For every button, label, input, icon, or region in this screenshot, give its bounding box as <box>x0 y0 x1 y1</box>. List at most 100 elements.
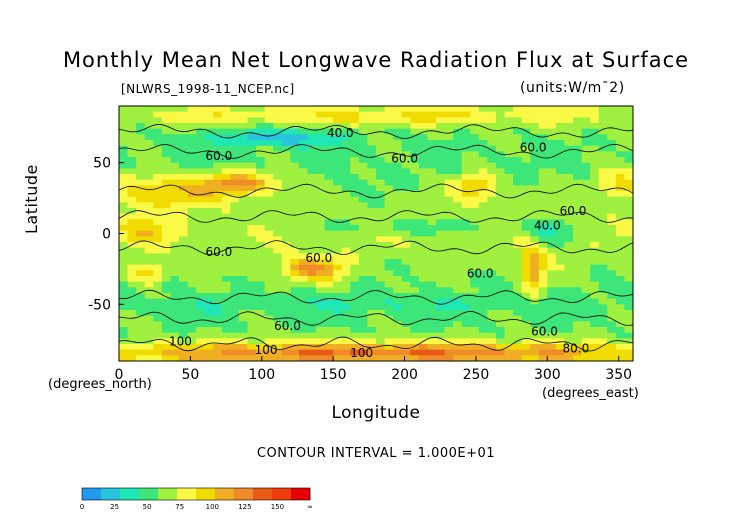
field-cell <box>401 106 411 113</box>
field-cell <box>316 219 325 226</box>
field-cell <box>350 191 360 198</box>
field-cell <box>281 321 291 328</box>
field-cell <box>478 321 488 328</box>
field-cell <box>444 168 454 175</box>
field-cell <box>555 208 565 215</box>
field-cell <box>393 162 403 169</box>
field-cell <box>495 270 505 277</box>
field-cell <box>170 321 180 328</box>
field-cell <box>470 213 480 220</box>
field-cell <box>144 157 154 164</box>
field-cell <box>333 179 343 186</box>
field-cell <box>221 202 231 209</box>
field-cell <box>204 281 214 288</box>
field-cell <box>290 106 300 113</box>
field-cell <box>273 344 283 351</box>
field-cell <box>393 293 403 300</box>
field-cell <box>418 168 428 175</box>
field-cell <box>290 338 300 345</box>
field-cell <box>624 191 634 198</box>
field-cell <box>487 344 497 351</box>
field-cell <box>393 276 403 283</box>
field-cell <box>264 270 274 277</box>
field-cell <box>281 140 291 147</box>
field-cell <box>144 225 154 232</box>
field-cell <box>615 236 625 243</box>
field-cell <box>495 225 505 232</box>
field-cell <box>204 157 214 164</box>
field-cell <box>290 185 300 192</box>
field-cell <box>444 264 454 271</box>
field-cell <box>281 247 291 254</box>
field-cell <box>178 230 188 237</box>
field-cell <box>555 202 565 209</box>
field-cell <box>504 344 514 351</box>
field-cell <box>333 259 343 266</box>
field-cell <box>521 151 531 158</box>
field-cell <box>350 270 360 277</box>
field-cell <box>547 349 557 356</box>
field-cell <box>530 236 540 243</box>
field-cell <box>316 355 325 362</box>
field-cell <box>196 174 206 181</box>
field-cell <box>555 230 565 237</box>
field-cell <box>590 213 600 220</box>
field-cell <box>530 315 540 322</box>
field-cell <box>196 349 206 356</box>
field-cell <box>170 242 180 249</box>
field-cell <box>333 140 343 147</box>
field-cell <box>238 321 248 328</box>
field-cell <box>376 259 385 266</box>
field-cell <box>487 151 497 158</box>
field-cell <box>290 276 300 283</box>
field-cell <box>136 259 146 266</box>
field-cell <box>393 106 403 113</box>
field-cell <box>624 134 634 141</box>
field-cell <box>538 259 548 266</box>
field-cell <box>427 355 437 362</box>
field-cell <box>598 117 608 124</box>
field-cell <box>247 270 257 277</box>
field-cell <box>615 128 625 135</box>
field-cell <box>264 310 274 317</box>
field-cell <box>504 168 514 175</box>
field-cell <box>358 338 368 345</box>
field-cell <box>444 140 454 147</box>
field-cell <box>333 253 343 260</box>
field-cell <box>418 208 428 215</box>
field-cell <box>187 321 197 328</box>
field-cell <box>333 117 343 124</box>
field-cell <box>119 321 128 328</box>
field-cell <box>504 236 514 243</box>
field-cell <box>487 355 497 362</box>
field-cell <box>281 213 291 220</box>
field-cell <box>350 298 360 305</box>
field-cell <box>316 270 325 277</box>
field-cell <box>230 168 240 175</box>
field-cell <box>290 293 300 300</box>
field-cell <box>384 185 394 192</box>
field-cell <box>410 208 420 215</box>
field-cell <box>273 202 283 209</box>
field-cell <box>290 111 300 118</box>
field-cell <box>247 196 257 203</box>
field-cell <box>119 151 128 158</box>
field-cell <box>530 213 540 220</box>
field-cell <box>298 213 308 220</box>
field-cell <box>187 236 197 243</box>
field-cell <box>144 179 154 186</box>
field-cell <box>590 259 600 266</box>
contour-label: 60.0 <box>531 325 558 339</box>
field-cell <box>393 168 403 175</box>
field-cell <box>119 247 128 254</box>
colorbar-swatch <box>234 488 254 500</box>
field-cell <box>590 349 600 356</box>
field-cell <box>487 145 497 152</box>
field-cell <box>495 191 505 198</box>
field-cell <box>333 208 343 215</box>
field-cell <box>307 230 317 237</box>
field-cell <box>530 179 540 186</box>
field-cell <box>547 298 557 305</box>
field-cell <box>221 327 231 334</box>
field-cell <box>238 315 248 322</box>
